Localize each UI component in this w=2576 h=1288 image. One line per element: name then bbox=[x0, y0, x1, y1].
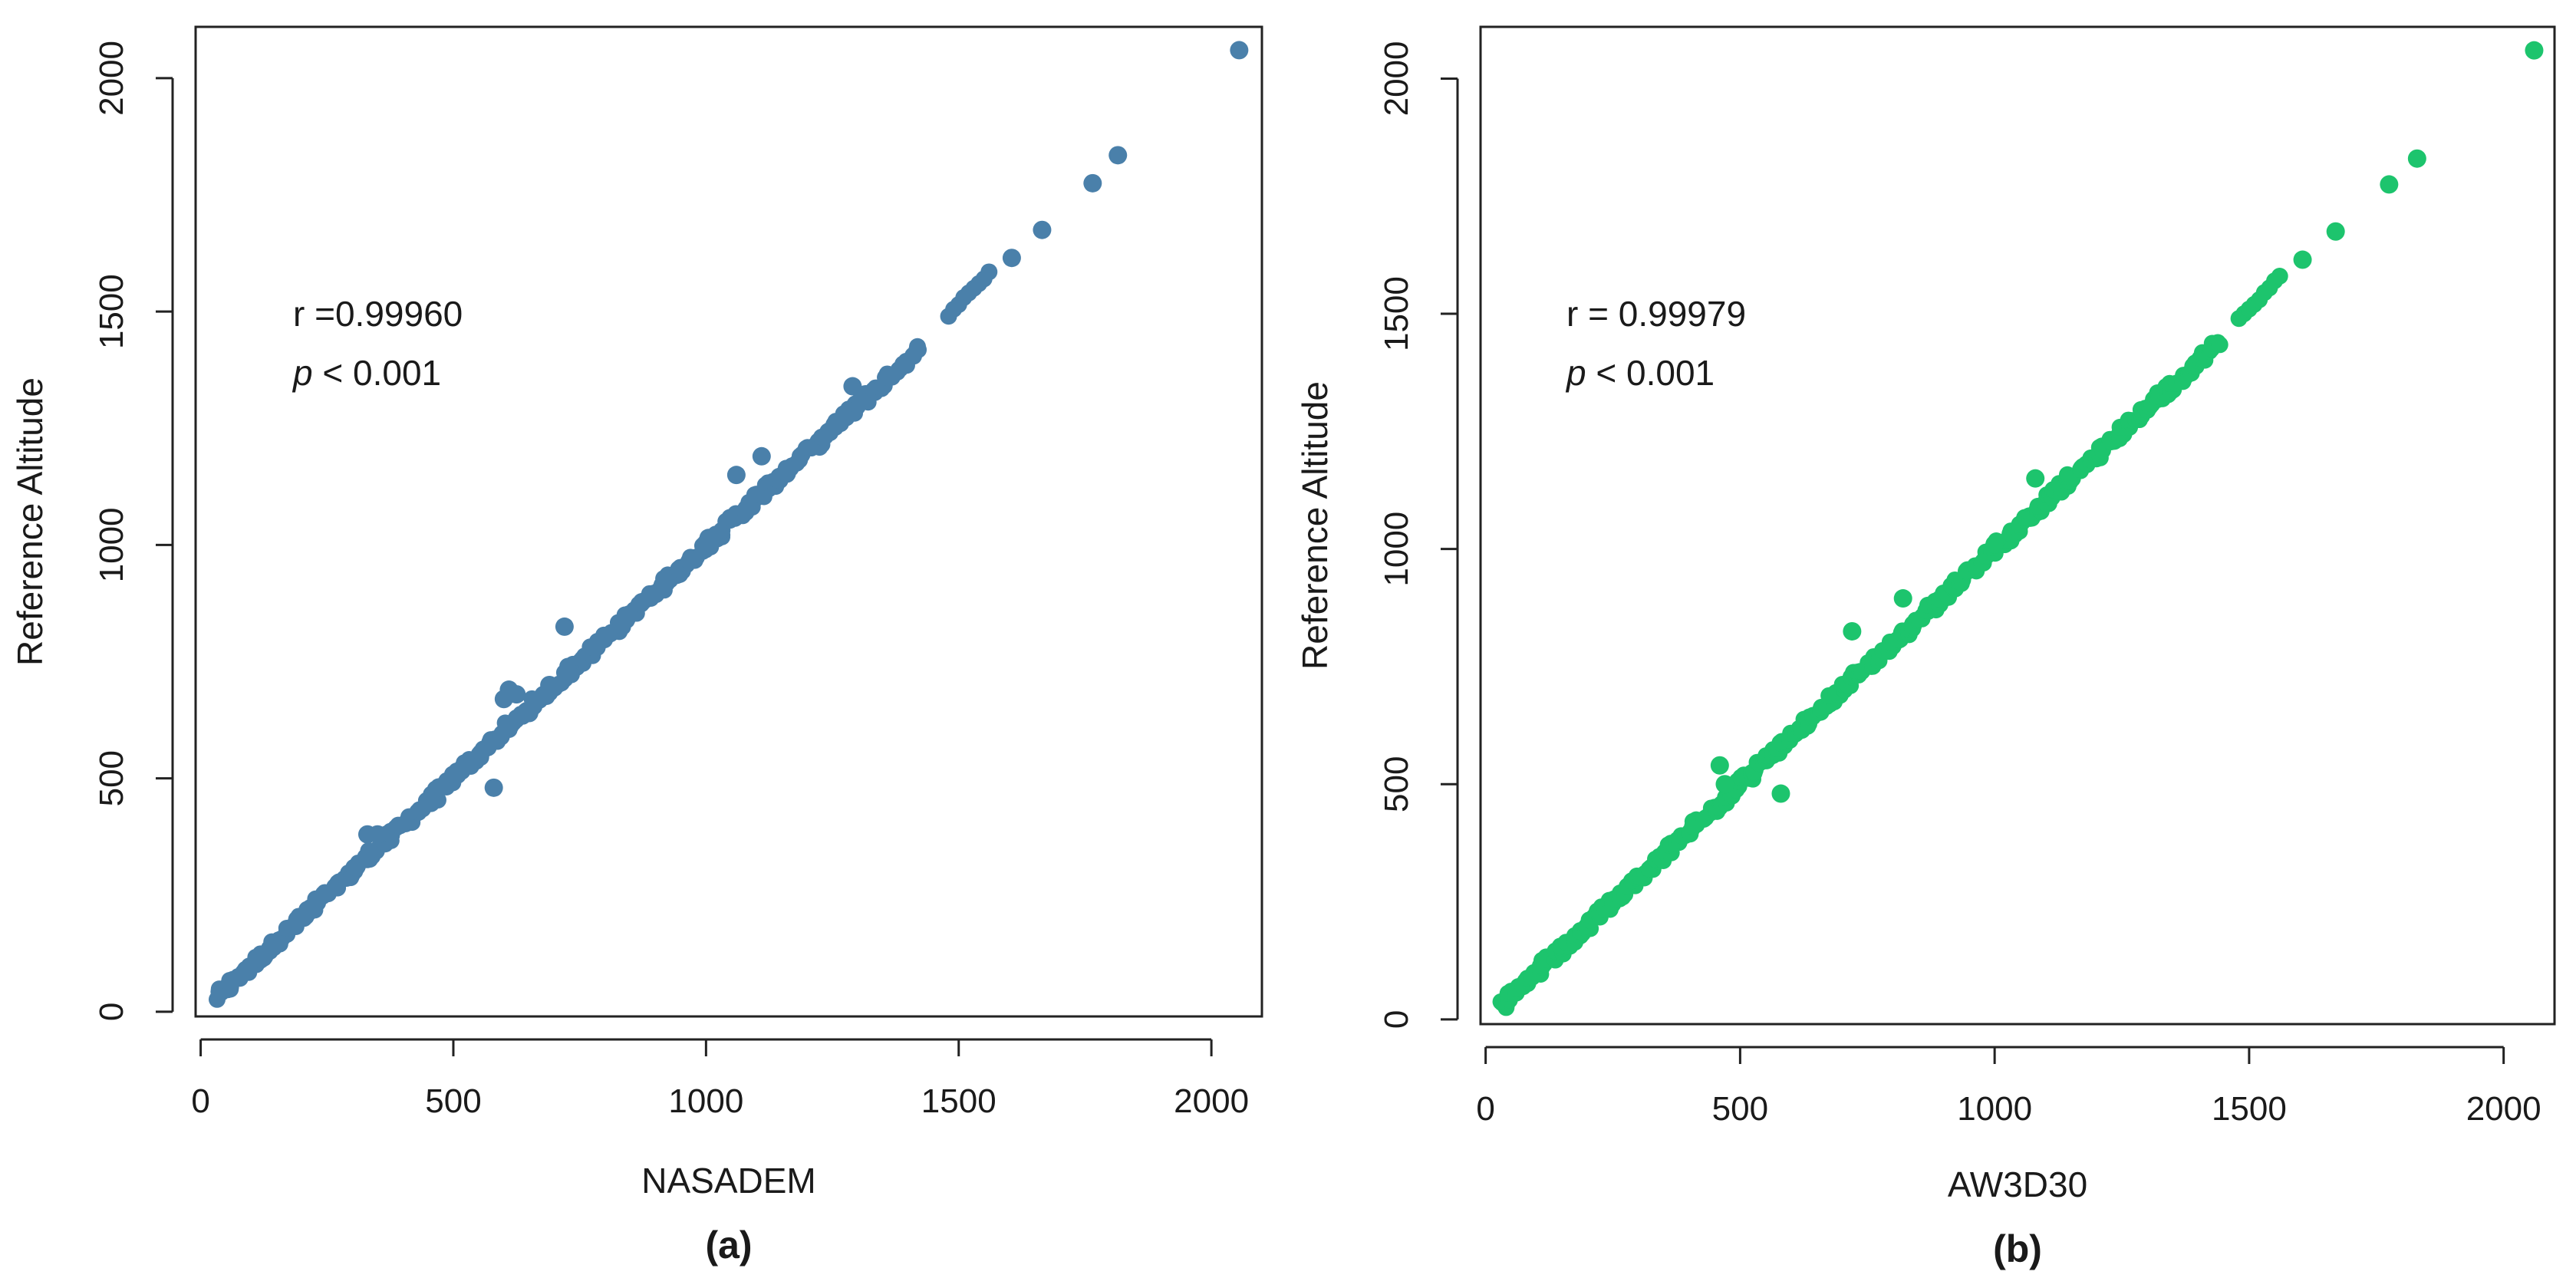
plot-frame bbox=[1479, 25, 2556, 1026]
panel-label: (a) bbox=[705, 1224, 752, 1267]
data-point bbox=[1230, 41, 1249, 60]
data-point bbox=[1715, 775, 1734, 794]
correlation-label: r = 0.99979 bbox=[1566, 294, 1746, 334]
data-point bbox=[1893, 589, 1912, 608]
data-point bbox=[2211, 336, 2228, 354]
data-point bbox=[2271, 268, 2288, 285]
data-point bbox=[1710, 756, 1729, 775]
data-point bbox=[2525, 41, 2544, 60]
y-tick-label: 2000 bbox=[1378, 41, 1415, 117]
data-point bbox=[484, 778, 503, 797]
panel-a: 0 500 1000 1500 2000 0 500 1000 1500 2000 NASADEM R… bbox=[10, 25, 1263, 1267]
x-axis-label: AW3D30 bbox=[1948, 1164, 2087, 1204]
data-point bbox=[1033, 220, 1052, 239]
data-point bbox=[519, 703, 539, 723]
panel-b: 0 500 1000 1500 2000 0 500 1000 1500 2000 AW3D30 Re… bbox=[1295, 25, 2556, 1270]
x-tick-label: 2000 bbox=[1174, 1082, 1249, 1120]
data-point bbox=[2380, 175, 2399, 194]
data-point bbox=[2026, 469, 2045, 488]
p-value-label: p < 0.001 bbox=[292, 353, 441, 393]
data-point bbox=[1108, 146, 1128, 165]
p-value-label: p < 0.001 bbox=[1565, 353, 1715, 393]
y-tick-label: 0 bbox=[93, 1003, 130, 1021]
scatter-points bbox=[208, 41, 1249, 1008]
x-tick-label: 0 bbox=[191, 1082, 209, 1120]
x-tick-label: 1500 bbox=[921, 1082, 996, 1120]
data-point bbox=[699, 529, 718, 548]
data-point bbox=[2326, 222, 2345, 241]
data-point bbox=[980, 263, 998, 281]
data-point bbox=[540, 675, 559, 694]
y-tick-label: 1000 bbox=[93, 507, 130, 582]
x-tick-label: 500 bbox=[425, 1082, 481, 1120]
data-point bbox=[1771, 784, 1790, 803]
x-tick-label: 1000 bbox=[668, 1082, 743, 1120]
data-point bbox=[1985, 535, 2004, 554]
y-tick-label: 1500 bbox=[1378, 276, 1415, 351]
data-point bbox=[1083, 173, 1102, 193]
data-point bbox=[909, 338, 927, 355]
correlation-label: r =0.99960 bbox=[293, 294, 463, 334]
y-axis-label: Reference Altitude bbox=[1295, 381, 1335, 670]
data-point bbox=[2293, 250, 2312, 269]
y-tick-label: 500 bbox=[1378, 756, 1415, 812]
y-tick-label: 1500 bbox=[93, 274, 130, 349]
x-tick-label: 500 bbox=[1712, 1090, 1768, 1128]
x-tick-label: 2000 bbox=[2466, 1090, 2541, 1128]
data-point bbox=[726, 466, 746, 485]
y-axis-label: Reference Altitude bbox=[10, 377, 50, 666]
data-point bbox=[507, 685, 526, 704]
data-point bbox=[752, 446, 771, 466]
scatter-points bbox=[1492, 41, 2544, 1016]
plot-frame bbox=[194, 25, 1263, 1018]
data-point bbox=[843, 377, 862, 396]
data-point bbox=[2407, 149, 2426, 168]
y-tick-label: 500 bbox=[93, 750, 130, 806]
x-tick-label: 1000 bbox=[1957, 1090, 2032, 1128]
y-tick-label: 2000 bbox=[93, 41, 130, 116]
x-axis-label: NASADEM bbox=[641, 1161, 815, 1201]
panel-label: (b) bbox=[1993, 1227, 2042, 1270]
x-tick-label: 1500 bbox=[2212, 1090, 2287, 1128]
data-point bbox=[1843, 621, 1862, 641]
y-tick-label: 0 bbox=[1378, 1010, 1415, 1029]
data-point bbox=[555, 617, 574, 636]
x-tick-label: 0 bbox=[1476, 1090, 1494, 1128]
data-point bbox=[368, 825, 387, 844]
y-tick-label: 1000 bbox=[1378, 512, 1415, 587]
data-point bbox=[1002, 249, 1021, 268]
